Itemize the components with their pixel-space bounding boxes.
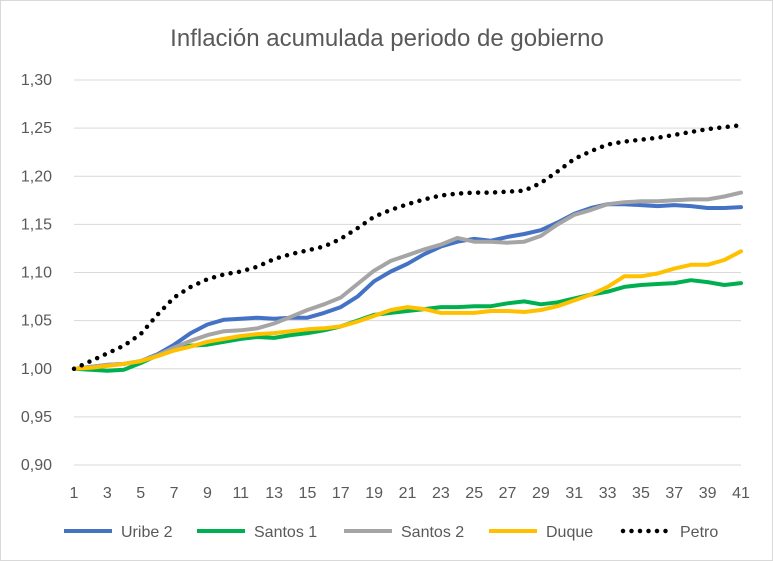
x-tick-label: 13: [265, 485, 283, 502]
y-tick-label: 1,05: [21, 313, 52, 330]
series-line-duque: [72, 249, 743, 371]
x-tick-label: 37: [665, 485, 683, 502]
y-axis-ticks: 0,90 0,95 1,00 1,05 1,10 1,15 1,20 1,25 1,30: [21, 72, 52, 474]
y-tick-label: 0,95: [21, 409, 52, 426]
x-tick-label: 27: [499, 485, 517, 502]
chart-title: Inflación acumulada periodo de gobierno: [170, 25, 604, 52]
series-group: [71, 122, 744, 373]
y-tick-label: 0,90: [21, 457, 52, 474]
legend-label: Santos 2: [401, 524, 464, 541]
x-tick-label: 23: [432, 485, 450, 502]
x-tick-label: 15: [299, 485, 317, 502]
x-tick-label: 25: [465, 485, 483, 502]
x-tick-label: 7: [170, 485, 179, 502]
y-tick-label: 1,20: [21, 168, 52, 185]
legend-label: Duque: [546, 524, 593, 541]
series-line-petro: [71, 122, 744, 372]
y-tick-label: 1,15: [21, 216, 52, 233]
x-tick-label: 41: [732, 485, 750, 502]
legend-item: Duque: [489, 524, 593, 541]
x-tick-label: 21: [399, 485, 417, 502]
x-axis-ticks: 1 3 5 7 9 11 13 15 17 19 21 23 25 27 29 31 33 35 37 39 41: [70, 485, 750, 502]
x-tick-label: 39: [699, 485, 717, 502]
legend: Uribe 2 Santos 1 Santos 2 Duque Petro: [64, 524, 718, 541]
legend-label: Petro: [680, 524, 718, 541]
x-tick-label: 17: [332, 485, 350, 502]
legend-item: Uribe 2: [64, 524, 173, 541]
series-line-santos-1: [72, 278, 743, 373]
x-tick-label: 31: [565, 485, 583, 502]
y-tick-label: 1,10: [21, 265, 52, 282]
legend-label: Uribe 2: [121, 524, 173, 541]
x-tick-label: 9: [203, 485, 212, 502]
legend-label: Santos 1: [254, 524, 317, 541]
x-tick-label: 5: [136, 485, 145, 502]
gridlines: [74, 79, 741, 466]
series-line-santos-2: [72, 190, 743, 371]
x-tick-label: 29: [532, 485, 550, 502]
x-tick-label: 1: [70, 485, 79, 502]
x-tick-label: 19: [365, 485, 383, 502]
x-tick-label: 33: [599, 485, 617, 502]
legend-item: Santos 1: [197, 524, 317, 541]
y-tick-label: 1,30: [21, 72, 52, 89]
legend-item: Petro: [620, 524, 718, 541]
x-tick-label: 11: [232, 485, 249, 502]
y-tick-label: 1,25: [21, 120, 52, 137]
x-tick-label: 3: [103, 485, 112, 502]
x-tick-label: 35: [632, 485, 650, 502]
legend-item: Santos 2: [344, 524, 464, 541]
y-tick-label: 1,00: [21, 361, 52, 378]
series-line-uribe-2: [72, 202, 743, 371]
